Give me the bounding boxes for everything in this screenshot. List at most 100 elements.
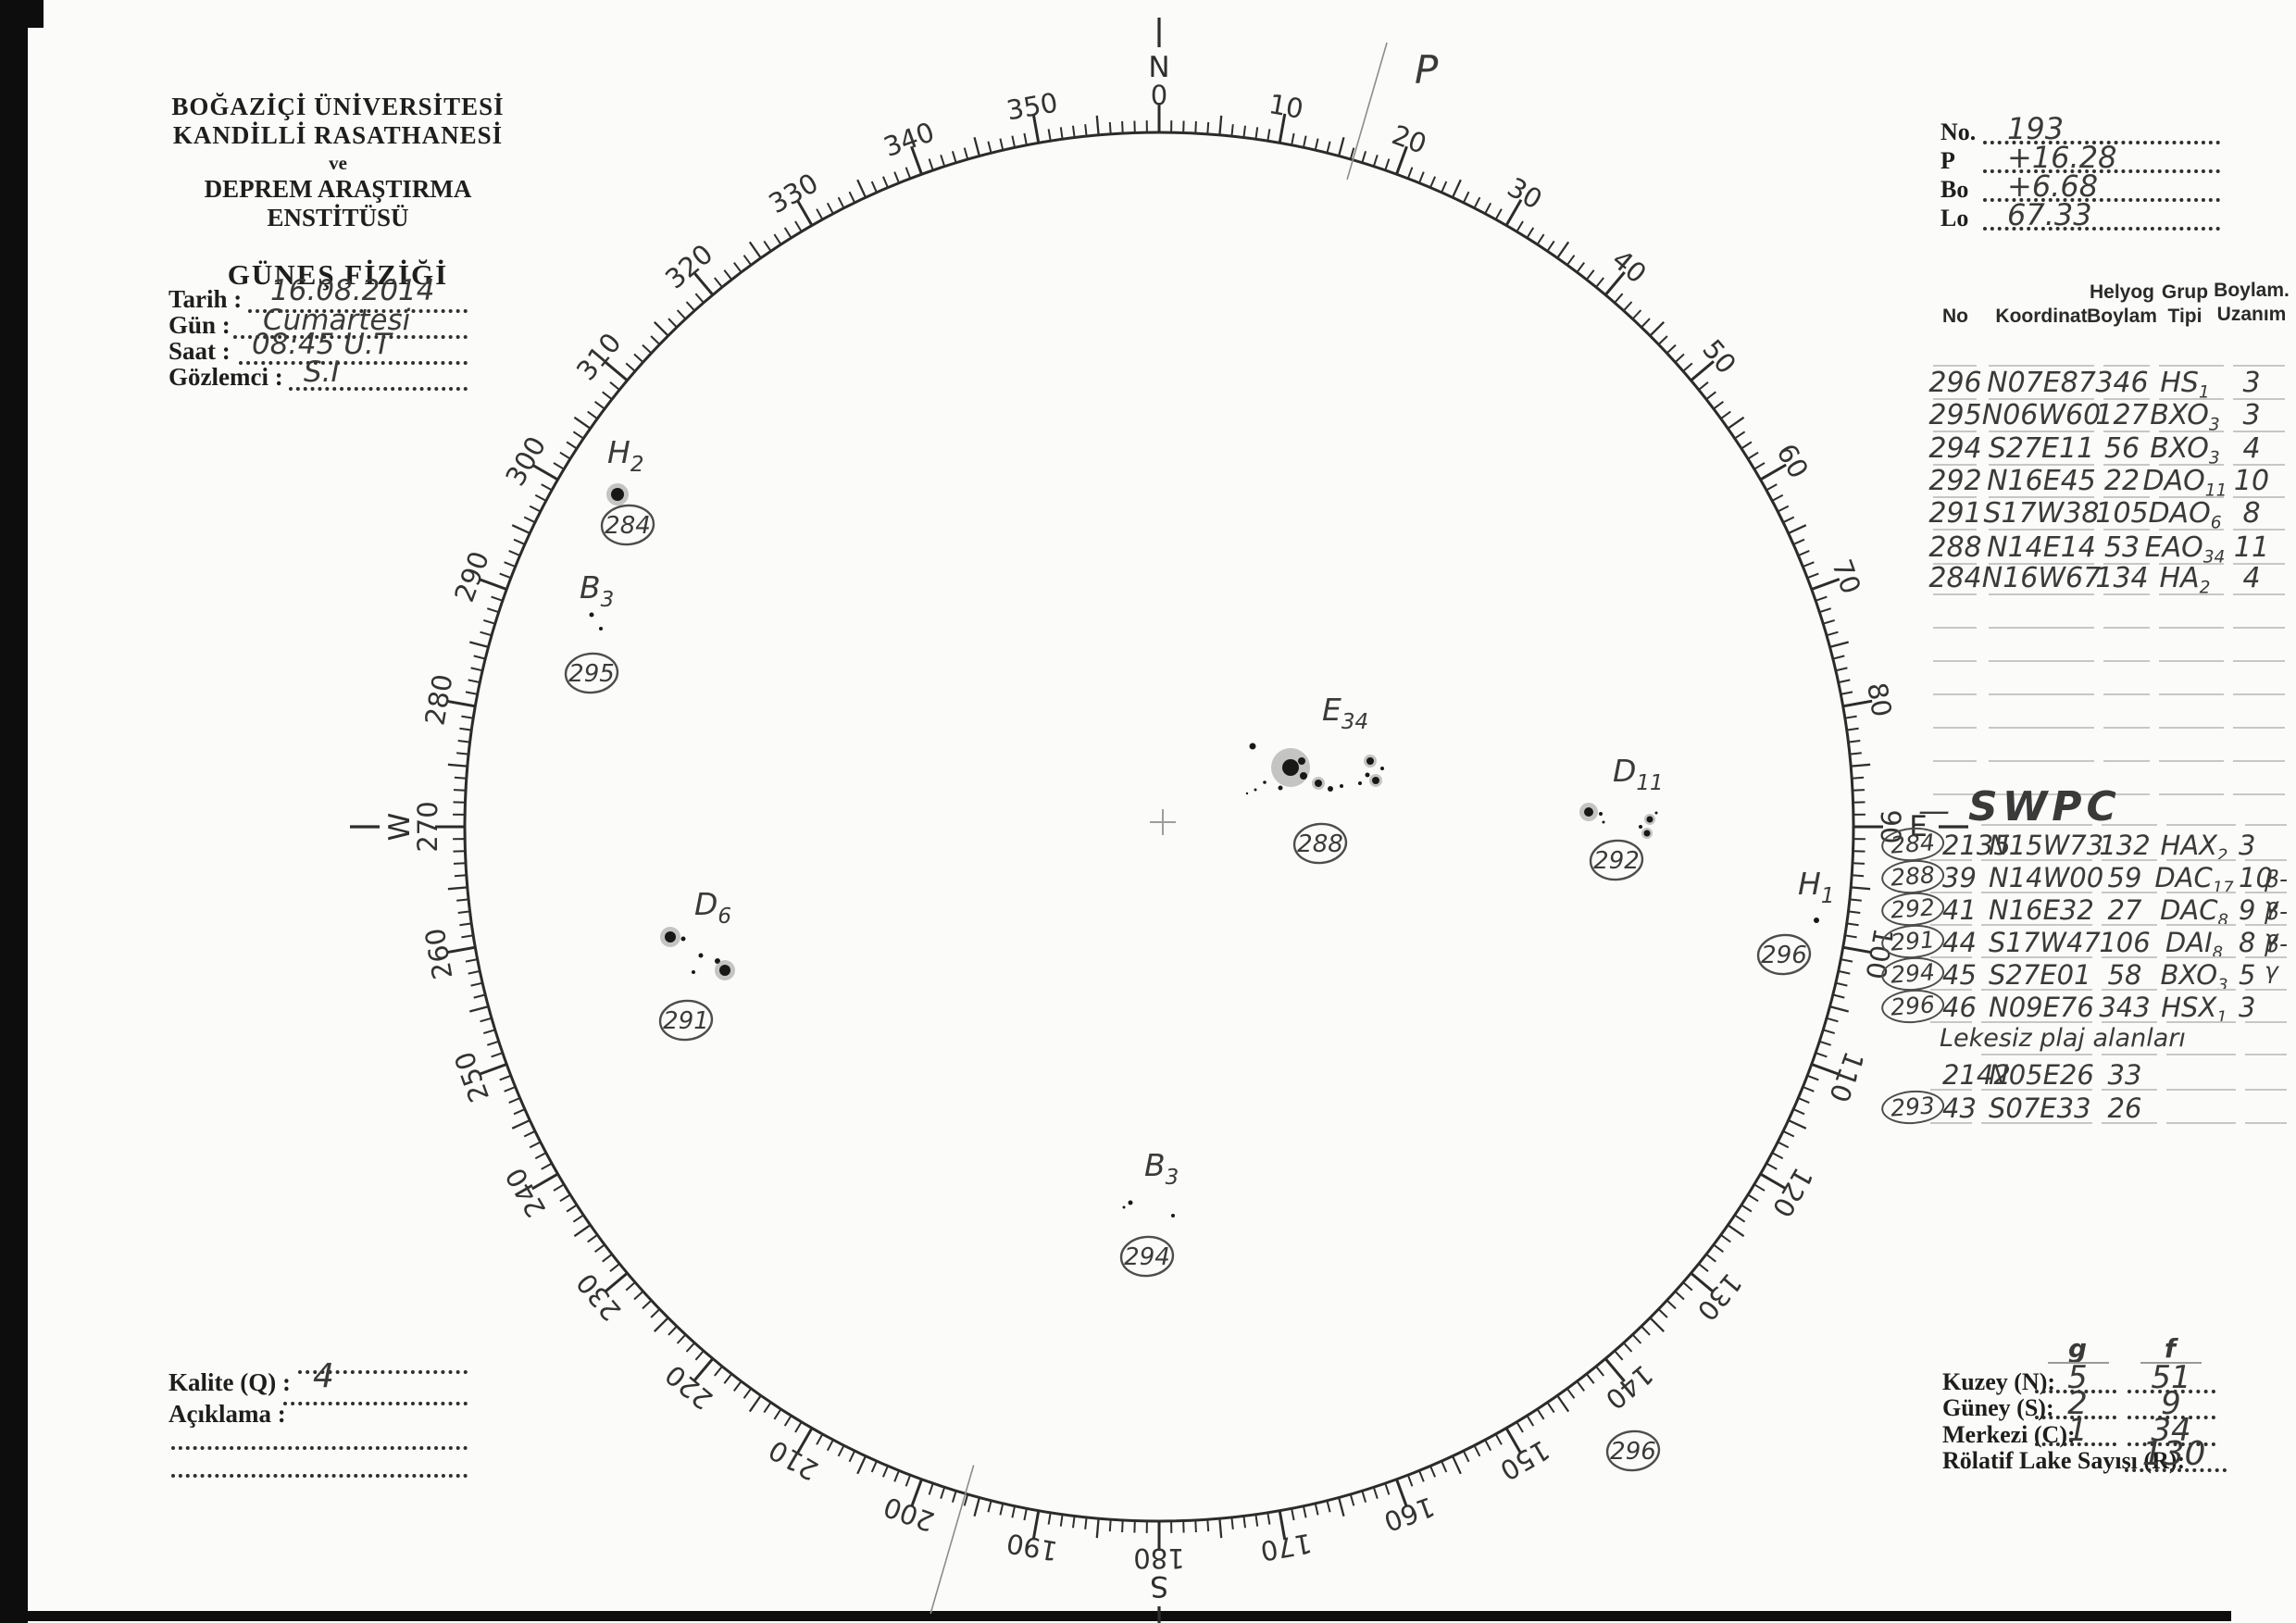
table-rule xyxy=(2103,365,2150,367)
swpc-koordinat: N16E32 xyxy=(1989,894,2094,926)
ephemeris-label: No. xyxy=(1940,119,1977,145)
swpc-rule xyxy=(2102,956,2157,958)
row-koordinat: S17W38 xyxy=(1983,497,2100,530)
table-rule xyxy=(2233,398,2285,400)
sunspot-umbra xyxy=(611,488,624,501)
sunspot-umbra xyxy=(1254,788,1257,792)
circled-region-number: 292 xyxy=(1879,890,1946,929)
table-rule xyxy=(1989,529,2094,531)
table-rule xyxy=(1989,593,2094,595)
swpc-noaa: 43 xyxy=(1942,1092,1977,1124)
row-no: 294 xyxy=(1928,432,1982,465)
table-rule xyxy=(2233,660,2285,662)
table-rule xyxy=(1989,563,2094,565)
rim-degree-label: 30 xyxy=(1503,171,1548,216)
row-grup-tipi: DAO11 xyxy=(2142,465,2227,501)
table-rule xyxy=(2159,496,2224,498)
rim-degree-label: 280 xyxy=(418,672,458,728)
obs-field-label: Gözlemci : xyxy=(168,363,283,391)
counts-col-g: g xyxy=(2067,1333,2088,1364)
obs-field-value: 16.08.2014 xyxy=(270,274,435,307)
row-helyog: 56 xyxy=(2103,432,2140,465)
row-no: 295 xyxy=(1928,399,1982,431)
swpc-koordinat: N14W00 xyxy=(1989,862,2104,893)
sunspot-umbra xyxy=(719,965,730,976)
table-rule xyxy=(2233,464,2285,466)
table-rule xyxy=(2233,760,2285,762)
rim-degree-label: 350 xyxy=(1004,86,1060,126)
table-rule xyxy=(1933,693,1977,695)
table-rule xyxy=(2233,793,2285,795)
sunspot-umbra xyxy=(692,970,695,974)
kalite-value: 4 xyxy=(313,1357,334,1395)
row-uzanim: 11 xyxy=(2233,531,2270,564)
circled-region-number-text: 296 xyxy=(1761,942,1807,969)
obs-field-label: Saat : xyxy=(168,337,231,365)
table-rule xyxy=(1989,431,2094,432)
row-koordinat: N16E45 xyxy=(1987,465,2096,497)
sunspot-group-label: H1 xyxy=(1798,866,1834,908)
obs-field-label: Gün : xyxy=(168,311,231,339)
counts-f-dotline xyxy=(2128,1416,2215,1419)
swpc-rule xyxy=(2166,1089,2236,1091)
obs-field-dotline xyxy=(289,387,468,391)
sunspot-umbra xyxy=(1263,780,1267,784)
table-rule xyxy=(2233,593,2285,595)
rim-degree-label: 270 xyxy=(412,801,443,852)
swpc-rule xyxy=(2245,1089,2287,1091)
row-no: 296 xyxy=(1928,367,1982,399)
counts-f-dotline xyxy=(2128,1442,2215,1446)
rim-degree-label: 20 xyxy=(1388,119,1430,160)
cardinal-letter: N xyxy=(1148,51,1169,84)
swpc-num: 26 xyxy=(2107,1092,2142,1124)
sunspot-group-label: H2 xyxy=(607,434,643,477)
counts-g-value: 2 xyxy=(2067,1385,2088,1422)
ephemeris-dotline xyxy=(1983,227,2220,231)
swpc-rule xyxy=(2102,989,2157,991)
col-header-grup: Grup xyxy=(2161,281,2209,303)
row-no: 284 xyxy=(1928,562,1982,594)
org-line2: KANDİLLİ RASATHANESİ xyxy=(172,121,504,149)
swpc-num: 343 xyxy=(2099,992,2151,1023)
rim-degree-label: 10 xyxy=(1267,88,1305,125)
row-grup-tipi: HA2 xyxy=(2159,562,2211,598)
swpc-rule xyxy=(1930,989,1972,991)
circled-region-number xyxy=(1292,822,1348,865)
row-koordinat: S27E11 xyxy=(1988,432,2095,465)
table-rule xyxy=(2103,398,2150,400)
counts-g-dotline xyxy=(2035,1416,2116,1419)
sunspot-umbra xyxy=(1599,812,1603,816)
swpc-rule xyxy=(1981,1021,2092,1023)
ephemeris-dotline xyxy=(1983,169,2220,173)
sunspot-umbra xyxy=(1643,830,1651,837)
swpc-mag: β-γ xyxy=(2265,930,2288,984)
cardinal-letter: S xyxy=(1150,1569,1168,1603)
ephemeris-value: +6.68 xyxy=(2007,169,2099,204)
table-rule xyxy=(2233,563,2285,565)
swpc-noaa: 2135 xyxy=(1942,830,2011,861)
swpc-title: SWPC xyxy=(1968,783,2121,830)
rim-degree-label: 210 xyxy=(764,1434,824,1487)
table-rule xyxy=(2159,563,2224,565)
swpc-koordinat: N05E26 xyxy=(1989,1059,2094,1091)
table-rule xyxy=(2103,464,2150,466)
kalite-dotline xyxy=(298,1370,468,1374)
swpc-num: 106 xyxy=(2099,927,2151,958)
row-grup-tipi: BXO3 xyxy=(2150,399,2220,435)
rim-degree-label: 220 xyxy=(659,1358,718,1416)
degree-ticks-minor xyxy=(453,120,1866,1533)
sunspot-umbra xyxy=(1315,780,1322,787)
col-header-no: No xyxy=(1942,306,1968,327)
sunspot-umbra xyxy=(680,936,686,942)
circled-region-number: 291 xyxy=(1879,922,1946,961)
table-rule xyxy=(2233,529,2285,531)
swpc-mag: β-γ xyxy=(2265,898,2288,952)
rim-degree-label: 50 xyxy=(1696,333,1742,380)
swpc-rule xyxy=(1930,1122,1972,1124)
swpc-mag: β-γ xyxy=(2265,866,2288,919)
swpc-dash: — xyxy=(1918,793,1950,830)
rim-degree-label: 240 xyxy=(499,1163,552,1223)
relative-number-dotline xyxy=(2125,1468,2227,1472)
swpc-koordinat: N15W73 xyxy=(1989,830,2104,861)
